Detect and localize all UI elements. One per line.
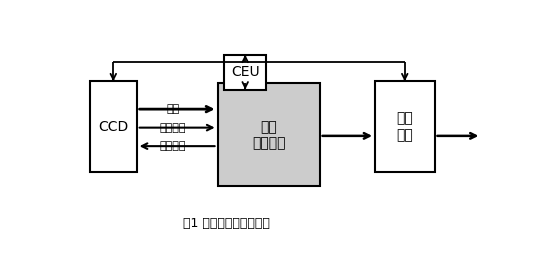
Text: 数据: 数据 [166,104,180,114]
Bar [375,81,435,172]
Text: 控制信号: 控制信号 [160,141,186,151]
Text: 图像
处理系统: 图像 处理系统 [252,120,285,150]
Bar [224,55,266,90]
Text: 压缩
单元: 压缩 单元 [396,112,413,142]
Bar [217,83,320,186]
Text: CCD: CCD [98,120,128,134]
Text: CEU: CEU [231,65,260,79]
Bar [90,81,137,172]
Text: 同步信号: 同步信号 [160,123,186,133]
Text: 图1 处理系统的外围接口: 图1 处理系统的外围接口 [183,217,270,230]
